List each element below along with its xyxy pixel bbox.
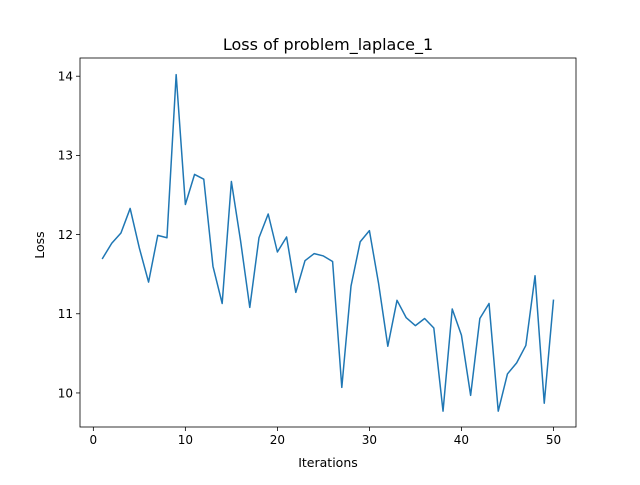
y-tick-label: 10 bbox=[58, 386, 73, 400]
axes-frame bbox=[79, 57, 577, 428]
data-point bbox=[147, 281, 149, 283]
data-point bbox=[313, 252, 315, 254]
data-point bbox=[341, 386, 343, 388]
x-tick-label: 50 bbox=[546, 433, 561, 447]
data-point bbox=[423, 317, 425, 319]
data-point bbox=[212, 265, 214, 267]
data-point bbox=[488, 302, 490, 304]
data-point bbox=[267, 213, 269, 215]
data-point bbox=[101, 257, 103, 259]
data-point bbox=[377, 282, 379, 284]
data-point bbox=[203, 178, 205, 180]
y-tick-label: 11 bbox=[58, 307, 73, 321]
data-point bbox=[433, 327, 435, 329]
data-point bbox=[129, 207, 131, 209]
x-tick-label: 0 bbox=[90, 433, 98, 447]
data-point bbox=[276, 251, 278, 253]
data-point bbox=[157, 234, 159, 236]
data-point bbox=[350, 285, 352, 287]
x-tick-label: 20 bbox=[270, 433, 285, 447]
data-point bbox=[175, 73, 177, 75]
data-point bbox=[304, 260, 306, 262]
x-axis-label: Iterations bbox=[298, 455, 358, 470]
data-point bbox=[359, 241, 361, 243]
data-point bbox=[387, 345, 389, 347]
y-tick-label: 13 bbox=[58, 149, 73, 163]
data-point bbox=[368, 229, 370, 231]
data-point bbox=[138, 247, 140, 249]
data-point bbox=[285, 236, 287, 238]
data-point bbox=[111, 242, 113, 244]
data-point bbox=[405, 317, 407, 319]
data-point bbox=[460, 334, 462, 336]
chart-title: Loss of problem_laplace_1 bbox=[223, 35, 433, 55]
x-tick-label: 10 bbox=[178, 433, 193, 447]
data-point bbox=[295, 291, 297, 293]
data-point bbox=[479, 317, 481, 319]
y-tick-label: 12 bbox=[58, 228, 73, 242]
data-point bbox=[166, 237, 168, 239]
data-point bbox=[506, 373, 508, 375]
data-point bbox=[543, 402, 545, 404]
data-point bbox=[442, 410, 444, 412]
series-line bbox=[101, 73, 555, 412]
data-point bbox=[249, 306, 251, 308]
data-point bbox=[331, 260, 333, 262]
data-point bbox=[396, 299, 398, 301]
data-point bbox=[322, 255, 324, 257]
data-point bbox=[451, 308, 453, 310]
data-point bbox=[193, 173, 195, 175]
data-point bbox=[534, 275, 536, 277]
y-axis-label: Loss bbox=[32, 231, 47, 258]
data-point bbox=[239, 240, 241, 242]
data-point bbox=[221, 302, 223, 304]
x-tick-label: 40 bbox=[454, 433, 469, 447]
data-point bbox=[552, 299, 554, 301]
data-point bbox=[525, 344, 527, 346]
data-point bbox=[230, 180, 232, 182]
plot-area: 0 10 20 30 40 50 10 11 12 13 14 bbox=[58, 57, 577, 447]
data-point bbox=[469, 394, 471, 396]
data-point bbox=[184, 203, 186, 205]
x-tick-label: 30 bbox=[362, 433, 377, 447]
data-point bbox=[515, 362, 517, 364]
data-point bbox=[120, 232, 122, 234]
data-point bbox=[497, 410, 499, 412]
data-point bbox=[414, 324, 416, 326]
data-point bbox=[258, 237, 260, 239]
y-tick-label: 14 bbox=[58, 70, 73, 84]
